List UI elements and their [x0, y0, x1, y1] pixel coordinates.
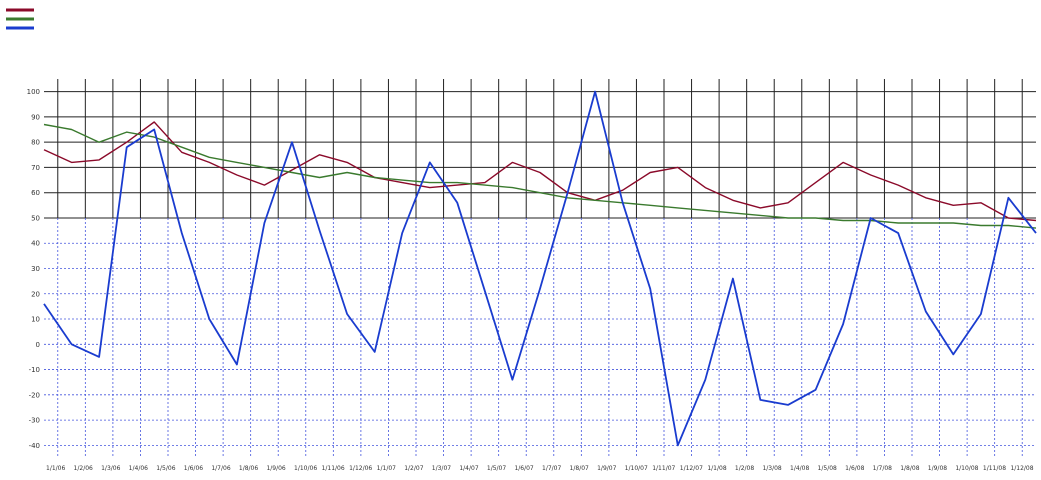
- series-line-1: [43, 123, 1037, 229]
- y-tick-label: 40: [31, 240, 40, 248]
- x-tick-label: 1/3/06: [101, 465, 120, 472]
- x-tick-label: 1/1/06: [46, 465, 65, 472]
- x-axis-ticks: 1/1/06 1/2/06 1/3/06 1/4/06 1/5/06 1/6/06 1/7/…: [46, 465, 1034, 472]
- y-tick-label: 50: [31, 214, 40, 222]
- x-tick-label: 1/10/08: [955, 465, 978, 472]
- x-tick-label: 1/12/07: [680, 465, 703, 472]
- x-tick-label: 1/6/06: [184, 465, 203, 472]
- x-tick-label: 1/9/06: [266, 465, 285, 472]
- y-tick-label: -40: [29, 442, 40, 450]
- x-tick-label: 1/1/07: [377, 465, 396, 472]
- series-lines: [43, 90, 1037, 447]
- x-tick-label: 1/2/06: [74, 465, 93, 472]
- y-tick-label: 70: [31, 164, 40, 172]
- x-tick-label: 1/7/06: [211, 465, 230, 472]
- x-tick-label: 1/9/08: [928, 465, 947, 472]
- x-tick-label: 1/1/08: [707, 465, 726, 472]
- x-tick-label: 1/11/08: [983, 465, 1006, 472]
- x-tick-label: 1/7/08: [873, 465, 892, 472]
- x-tick-label: 1/6/08: [845, 465, 864, 472]
- y-tick-label: 10: [31, 316, 40, 324]
- x-tick-label: 1/10/06: [294, 465, 317, 472]
- x-tick-label: 1/6/07: [514, 465, 533, 472]
- x-tick-label: 1/12/06: [349, 465, 372, 472]
- legend: [6, 8, 34, 30]
- x-tick-label: 1/8/07: [570, 465, 589, 472]
- x-tick-label: 1/11/06: [322, 465, 345, 472]
- x-tick-label: 1/5/06: [156, 465, 175, 472]
- x-tick-label: 1/3/08: [762, 465, 781, 472]
- y-tick-label: -30: [29, 417, 40, 425]
- x-tick-label: 1/12/08: [1010, 465, 1033, 472]
- x-tick-label: 1/3/07: [432, 465, 451, 472]
- series-line-0: [43, 121, 1037, 222]
- y-tick-label: 30: [31, 265, 40, 273]
- x-tick-label: 1/4/06: [129, 465, 148, 472]
- series-line-2: [43, 90, 1037, 447]
- x-tick-label: 1/5/07: [487, 465, 506, 472]
- x-tick-label: 1/7/07: [542, 465, 561, 472]
- x-tick-label: 1/9/07: [597, 465, 616, 472]
- y-tick-label: 80: [31, 139, 40, 147]
- y-tick-label: -20: [29, 391, 40, 399]
- x-tick-label: 1/4/07: [459, 465, 478, 472]
- x-tick-label: 1/5/08: [818, 465, 837, 472]
- y-tick-label: -10: [29, 366, 40, 374]
- y-tick-label: 100: [27, 88, 40, 96]
- x-tick-label: 1/2/08: [735, 465, 754, 472]
- x-tick-label: 1/2/07: [404, 465, 423, 472]
- x-tick-label: 1/8/08: [900, 465, 919, 472]
- x-tick-label: 1/4/08: [790, 465, 809, 472]
- y-tick-label: 0: [36, 341, 40, 349]
- y-tick-label: 60: [31, 189, 40, 197]
- y-tick-label: 90: [31, 113, 40, 121]
- x-tick-label: 1/11/07: [652, 465, 675, 472]
- x-tick-label: 1/8/06: [239, 465, 258, 472]
- x-tick-label: 1/10/07: [625, 465, 648, 472]
- y-tick-label: 20: [31, 290, 40, 298]
